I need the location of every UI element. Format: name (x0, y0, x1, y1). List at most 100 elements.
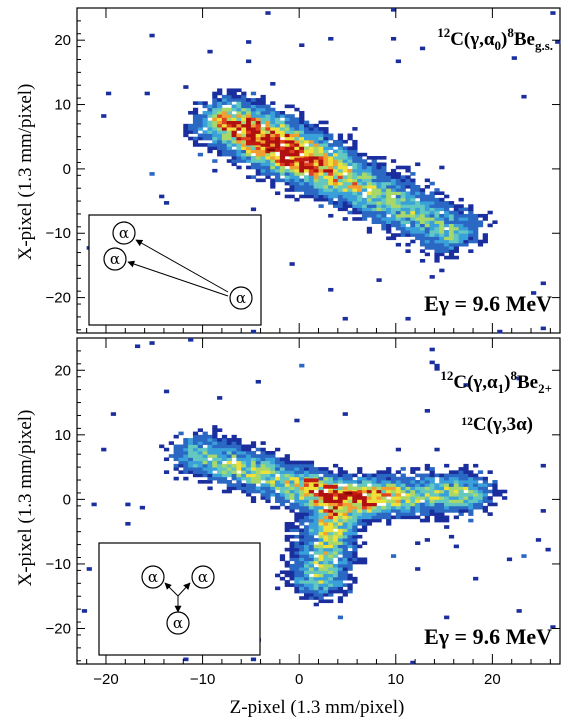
heatmap-cell (410, 489, 416, 494)
heatmap-cell (444, 236, 450, 241)
heatmap-cell (265, 499, 271, 504)
heatmap-cell (337, 486, 344, 491)
heatmap-cell (202, 463, 208, 468)
heatmap-cell (231, 91, 237, 96)
alpha-particle (191, 565, 215, 589)
heatmap-cell (236, 136, 242, 141)
heatmap-cell (361, 489, 368, 494)
heatmap-cell (357, 184, 363, 189)
heatmap-cell (241, 483, 247, 487)
heatmap-cell (357, 512, 363, 516)
heatmap-cell (318, 534, 324, 539)
heatmap-cell (444, 249, 450, 253)
heatmap-cell (381, 178, 387, 183)
heatmap-cell (410, 204, 416, 208)
heatmap-cell (337, 580, 344, 584)
heatmap-cell (313, 573, 319, 578)
heatmap-cell (236, 480, 242, 484)
heatmap-cell (323, 130, 329, 134)
heatmap-cell (255, 457, 261, 462)
heatmap-cell (405, 489, 411, 494)
heatmap-cell (342, 217, 348, 221)
heatmap-cell (342, 518, 348, 523)
heatmap-cell (289, 143, 295, 147)
heatmap-cell (255, 489, 261, 494)
heatmap-cell (294, 489, 300, 494)
heatmap-cell (308, 492, 315, 497)
heatmap-cell (342, 521, 348, 526)
heatmap-cell (270, 467, 276, 471)
heatmap-cell (361, 172, 368, 176)
heatmap-cell (487, 499, 493, 504)
heatmap-cell (255, 127, 261, 131)
heatmap-cell (246, 159, 252, 163)
heatmap-cell (371, 518, 377, 523)
heatmap-cell (260, 467, 266, 471)
heatmap-cell (332, 573, 339, 578)
heatmap-cell (328, 534, 334, 539)
heatmap-cell (294, 499, 300, 504)
heatmap-cell (308, 136, 315, 141)
heatmap-cell (255, 107, 261, 112)
heatmap-cell (299, 470, 305, 474)
heatmap-cell (250, 207, 257, 212)
heatmap-cell (226, 123, 232, 128)
heatmap-cell (395, 480, 402, 484)
heatmap-cell (332, 515, 339, 520)
heatmap-cell (347, 496, 353, 500)
heatmap-cell (318, 143, 324, 147)
heatmap-cell (361, 162, 368, 167)
heatmap-cell (405, 210, 411, 215)
heatmap-cell (395, 509, 402, 513)
heatmap-cell (357, 470, 363, 474)
heatmap-cell (289, 567, 295, 571)
heatmap-cell (342, 583, 348, 587)
heatmap-cell (299, 573, 305, 578)
heatmap-cell (424, 178, 430, 183)
heatmap-cell (366, 178, 373, 183)
heatmap-cell (448, 204, 455, 208)
heatmap-cell (342, 551, 348, 555)
heatmap-cell (448, 236, 455, 241)
heatmap-cell (381, 220, 387, 224)
heatmap-cell (424, 505, 430, 510)
heatmap-cell (197, 152, 203, 157)
heatmap-cell (289, 551, 295, 555)
heatmap-cell (376, 492, 382, 497)
heatmap-cell (284, 476, 290, 481)
heatmap-cell (313, 512, 319, 516)
heatmap-cell (236, 460, 242, 465)
heatmap-cell (487, 502, 493, 507)
heatmap-cell (188, 447, 194, 452)
heatmap-cell (241, 444, 247, 449)
heatmap-cell (313, 518, 319, 523)
heatmap-cell (246, 117, 252, 122)
heatmap-cell (260, 159, 266, 163)
heatmap-cell (318, 586, 324, 591)
heatmap-cell (400, 210, 406, 215)
heatmap-cell (458, 480, 464, 484)
heatmap-cell (275, 133, 281, 138)
heatmap-cell (304, 567, 310, 571)
heatmap-cell (468, 518, 474, 523)
heatmap-cell (410, 470, 416, 474)
heatmap-cell (212, 450, 218, 455)
heatmap-cell (178, 431, 184, 436)
heatmap-cell (241, 136, 247, 141)
heatmap-cell (250, 444, 257, 449)
heatmap-cell (429, 486, 435, 491)
heatmap-cell (284, 152, 290, 157)
heatmap-cell (400, 207, 406, 212)
heatmap-cell (183, 463, 189, 468)
heatmap-cell (250, 463, 257, 468)
heatmap-cell (226, 486, 232, 491)
heatmap-cell (299, 596, 305, 600)
heatmap-cell (415, 210, 421, 215)
heatmap-cell (337, 538, 344, 542)
heatmap-cell (294, 551, 300, 555)
heatmap-cell (299, 194, 305, 199)
heatmap-cell (197, 434, 203, 439)
heatmap-cell (231, 434, 237, 439)
heatmap-cell (284, 117, 290, 122)
